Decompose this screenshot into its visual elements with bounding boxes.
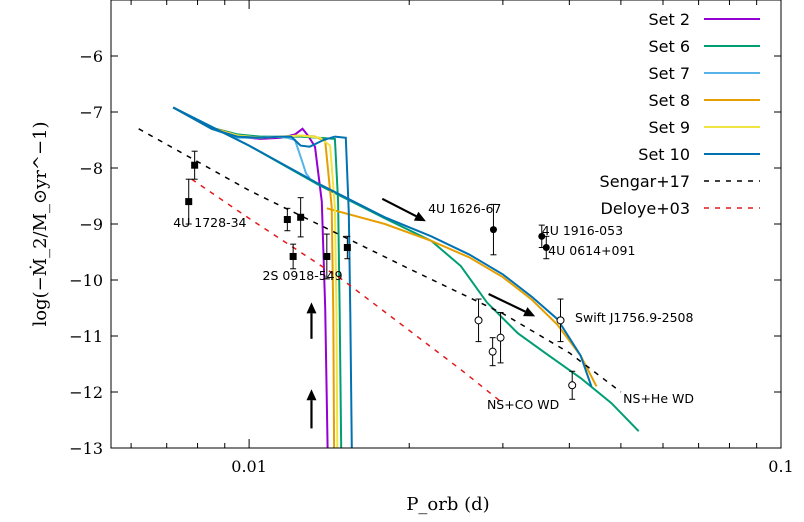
trend-arrow-head-2 [306, 302, 317, 314]
annotation-4: 4U 0614+091 [548, 243, 635, 258]
obs-point-5 [323, 252, 331, 260]
annotation-3: 4U 1916-053 [542, 223, 623, 238]
y-tick-label-1: −7 [79, 103, 103, 122]
trend-arrow-shaft-0 [381, 197, 417, 218]
obs-point-10 [474, 316, 483, 325]
legend-label-5: Set 10 [638, 145, 690, 164]
annotation-1: 2S 0918-549 [263, 268, 343, 283]
trend-arrow-head-1 [523, 307, 536, 317]
legend-label-4: Set 9 [648, 118, 690, 137]
series-tail-1 [172, 106, 640, 432]
legend-label-6: Sengar+17 [600, 172, 690, 191]
annotation-7: NS+He WD [623, 391, 694, 406]
x-tick-label-1: 0.1 [768, 457, 793, 476]
obs-point-4 [297, 213, 305, 221]
y-axis-label: log(−Ṁ_2/M_⊙yr^−1) [28, 121, 51, 326]
legend-label-2: Set 7 [648, 64, 690, 83]
obs-point-14 [568, 381, 577, 390]
obs-point-9 [542, 244, 550, 252]
x-axis-label: P_orb (d) [406, 494, 489, 515]
series-line-5 [172, 106, 353, 449]
annotation-2: 4U 1626-67 [428, 201, 501, 216]
trend-arrow-head-3 [306, 389, 317, 401]
series-line-7 [191, 178, 504, 404]
curves-layer [138, 106, 640, 449]
axes-layer: −6 −7 −8 −9 −10 −11 −12 −13 0.01 0.1 [69, 0, 794, 476]
trend-arrow-head-0 [413, 211, 426, 222]
y-tick-label-7: −13 [69, 439, 103, 458]
obs-point-13 [556, 316, 565, 325]
obs-point-1 [191, 161, 199, 169]
y-tick-label-4: −10 [69, 271, 103, 290]
obs-point-8 [538, 232, 546, 240]
observations-layer [185, 150, 577, 400]
trend-arrow-shaft-1 [488, 293, 526, 313]
obs-point-3 [289, 252, 297, 260]
y-tick-label-2: −8 [79, 159, 103, 178]
legend: Set 2 Set 6 Set 7 Set 8 Set 9 Set 10 Sengar+17… [600, 10, 760, 218]
obs-point-11 [488, 347, 497, 356]
obs-point-6 [343, 244, 351, 252]
arrows-layer [306, 197, 536, 429]
x-tick-label-0: 0.01 [231, 457, 267, 476]
obs-point-12 [496, 333, 505, 342]
annotations-layer: 4U 1728-34 2S 0918-549 4U 1626-67 4U 1916-0… [173, 201, 694, 412]
y-tick-label-0: −6 [79, 47, 103, 66]
annotation-5: Swift J1756.9-2508 [575, 310, 693, 325]
series-line-6 [138, 128, 622, 393]
annotation-6: NS+CO WD [487, 397, 559, 412]
series-tail-5 [172, 106, 593, 387]
obs-point-7 [489, 226, 497, 234]
series-tail-3 [326, 207, 598, 387]
legend-label-3: Set 8 [648, 91, 690, 110]
obs-point-0 [185, 198, 193, 206]
obs-point-2 [283, 216, 291, 224]
y-tick-label-5: −11 [69, 327, 103, 346]
legend-label-0: Set 2 [648, 10, 690, 29]
legend-label-1: Set 6 [648, 37, 690, 56]
y-tick-label-3: −9 [79, 215, 103, 234]
annotation-0: 4U 1728-34 [173, 215, 246, 230]
legend-label-7: Deloye+03 [601, 199, 690, 218]
y-tick-label-6: −12 [69, 383, 103, 402]
